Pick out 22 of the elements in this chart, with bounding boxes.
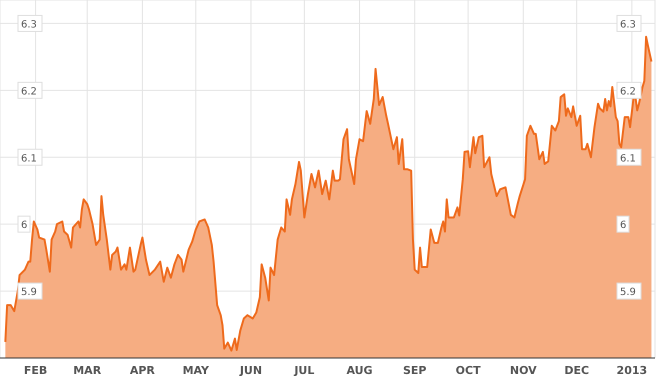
y2-tick-label: 6.3 bbox=[620, 19, 636, 30]
x-tick-label: AUG bbox=[346, 364, 373, 376]
y2-tick-label: 5.9 bbox=[620, 287, 636, 298]
x-tick-label: JUN bbox=[238, 364, 262, 376]
y2-tick-label: 6.2 bbox=[620, 86, 636, 98]
y2-tick-label: 6.1 bbox=[620, 153, 636, 164]
x-tick-label: FEB bbox=[24, 364, 48, 376]
y-tick-label: 6 bbox=[21, 220, 28, 232]
y-tick-label: 5.9 bbox=[21, 287, 37, 298]
x-tick-label: APR bbox=[130, 364, 156, 376]
x-tick-label: JUL bbox=[293, 364, 314, 376]
x-tick-label: OCT bbox=[456, 364, 482, 376]
y-tick-label: 6.3 bbox=[21, 19, 37, 30]
x-tick-label: MAR bbox=[73, 364, 102, 376]
x-tick-label: NOV bbox=[510, 364, 538, 376]
x-tick-label: SEP bbox=[402, 364, 426, 376]
y-tick-label: 6.2 bbox=[21, 86, 37, 98]
y-tick-label: 6.1 bbox=[21, 153, 37, 164]
y2-tick-label: 6 bbox=[620, 220, 626, 232]
x-tick-label: MAY bbox=[182, 364, 210, 376]
x-tick-label: 2013 bbox=[616, 364, 648, 376]
x-tick-label: DEC bbox=[564, 364, 590, 376]
